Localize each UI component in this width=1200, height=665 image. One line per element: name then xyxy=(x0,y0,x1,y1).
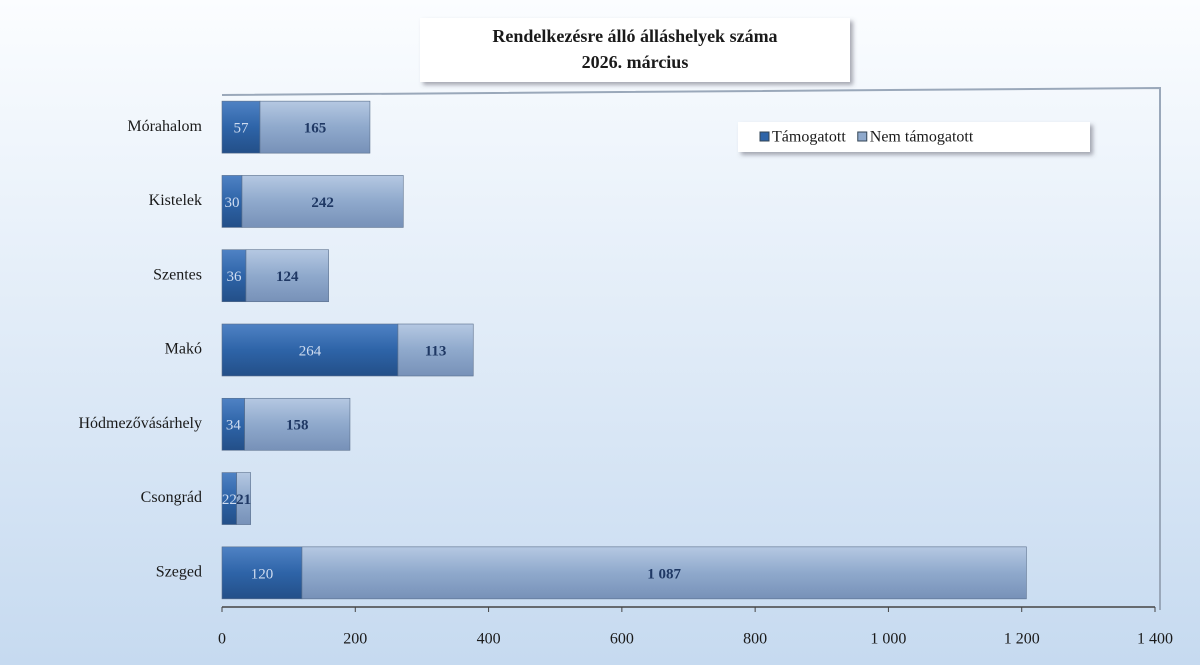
x-tick-label: 800 xyxy=(743,631,767,648)
x-tick-label: 1 200 xyxy=(1004,631,1040,648)
value-label: 21 xyxy=(236,492,251,508)
bar-segment xyxy=(301,546,1027,600)
x-tick-label: 1 400 xyxy=(1137,631,1173,648)
x-tick-label: 0 xyxy=(218,631,226,648)
value-label: 1 087 xyxy=(647,566,681,582)
value-label: 22 xyxy=(222,492,237,508)
legend-swatch xyxy=(759,131,770,142)
value-label: 30 xyxy=(224,195,239,211)
x-tick-label: 400 xyxy=(477,631,501,648)
y-tick-label: Makó xyxy=(165,341,202,358)
bar-segment xyxy=(245,249,329,303)
plot-frame xyxy=(221,86,1161,610)
legend-label: Nem támogatott xyxy=(870,129,974,146)
bar-segment xyxy=(244,397,351,451)
y-tick-label: Szeged xyxy=(156,564,202,581)
bar-segment xyxy=(221,323,399,377)
x-tick-label: 600 xyxy=(610,631,634,648)
y-tick-label: Szentes xyxy=(153,266,202,283)
bar-segment xyxy=(259,100,371,154)
value-label: 158 xyxy=(286,418,309,434)
bar-segment xyxy=(236,472,251,525)
value-label: 124 xyxy=(276,269,299,285)
chart-subtitle: 2026. március xyxy=(582,52,689,72)
y-tick-label: Csongrád xyxy=(141,489,202,506)
y-tick-label: Hódmezővásárhely xyxy=(78,415,202,432)
value-label: 113 xyxy=(425,343,447,359)
value-label: 165 xyxy=(304,121,327,137)
bar-segment xyxy=(221,100,261,154)
bar-segment xyxy=(241,175,404,228)
legend-label: Támogatott xyxy=(772,129,846,146)
value-label: 264 xyxy=(299,343,322,359)
legend-swatch xyxy=(857,131,868,142)
x-tick-label: 1 000 xyxy=(870,631,906,648)
value-label: 34 xyxy=(226,418,242,434)
value-label: 36 xyxy=(226,269,242,285)
y-tick-label: Mórahalom xyxy=(127,118,202,135)
x-tick-label: 200 xyxy=(343,631,367,648)
y-tick-label: Kistelek xyxy=(149,192,202,209)
bar-segment xyxy=(221,546,303,600)
value-label: 120 xyxy=(251,566,274,582)
value-label: 242 xyxy=(311,195,334,211)
legend-box xyxy=(738,122,1090,152)
title-box xyxy=(420,18,850,82)
chart-title: Rendelkezésre álló álláshelyek száma xyxy=(492,26,777,46)
value-label: 57 xyxy=(233,121,249,137)
bar-segment xyxy=(397,323,474,377)
